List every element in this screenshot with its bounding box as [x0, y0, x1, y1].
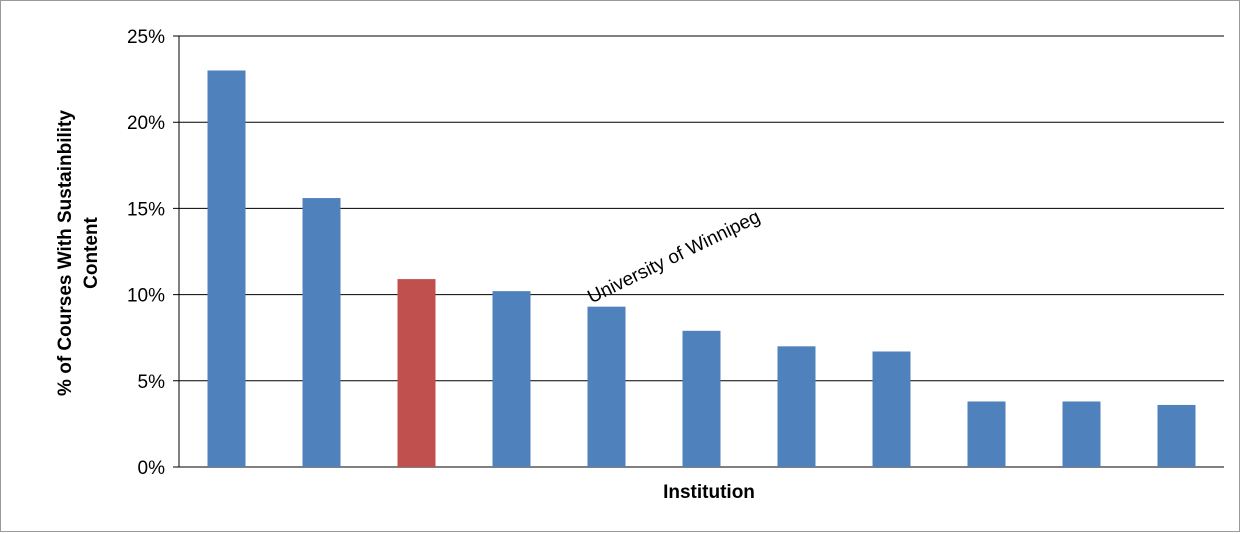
bar [1157, 404, 1196, 467]
bar [777, 346, 816, 467]
y-axis-title-line-2: Content [81, 216, 102, 288]
y-tick-labels: 0% 5% 10% 15% 20% 25% [127, 27, 165, 479]
bar [682, 330, 721, 467]
y-tick-label: 10% [127, 286, 165, 307]
bar [492, 291, 531, 467]
bars [207, 70, 1196, 467]
y-tick-label: 0% [138, 458, 166, 479]
bar [872, 351, 911, 467]
y-axis-title: % of Courses With Sustainbility Content [55, 110, 102, 396]
gridlines [173, 35, 1224, 468]
y-tick-label: 5% [138, 372, 166, 393]
bar [397, 279, 436, 467]
y-axis-title-line-1: % of Courses With Sustainbility [55, 110, 76, 396]
y-tick-label: 15% [127, 199, 165, 220]
bar [587, 306, 626, 467]
x-axis-title: Institution [663, 482, 755, 503]
bar [207, 70, 246, 467]
bar [302, 198, 341, 467]
bar [1062, 401, 1101, 467]
y-tick-label: 25% [127, 27, 165, 48]
y-tick-label: 20% [127, 113, 165, 134]
bar-annotation: University of Winnipeg [584, 206, 763, 308]
bar [967, 401, 1006, 467]
